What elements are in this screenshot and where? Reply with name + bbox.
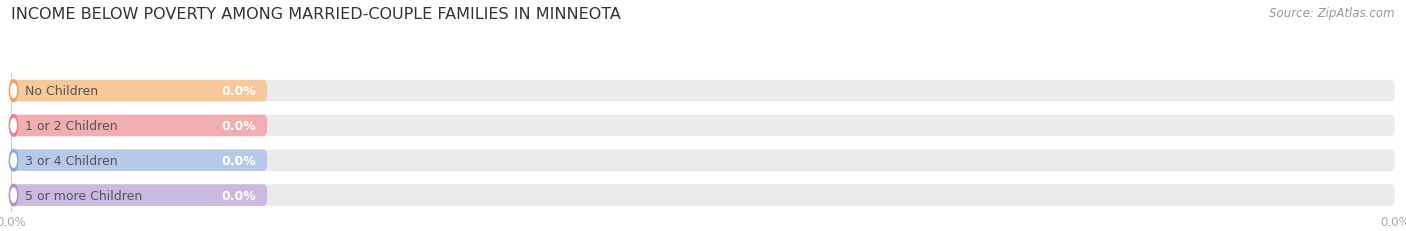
Text: 0.0%: 0.0%	[221, 85, 256, 98]
FancyBboxPatch shape	[11, 115, 267, 137]
FancyBboxPatch shape	[11, 81, 267, 102]
Text: 3 or 4 Children: 3 or 4 Children	[25, 154, 118, 167]
FancyBboxPatch shape	[11, 115, 1395, 137]
Circle shape	[11, 154, 17, 167]
Text: Source: ZipAtlas.com: Source: ZipAtlas.com	[1270, 7, 1395, 20]
Text: 5 or more Children: 5 or more Children	[25, 189, 142, 202]
Circle shape	[11, 84, 17, 98]
Circle shape	[11, 119, 17, 133]
Text: 0.0%: 0.0%	[221, 189, 256, 202]
FancyBboxPatch shape	[11, 184, 267, 206]
Text: No Children: No Children	[25, 85, 98, 98]
Circle shape	[10, 184, 18, 206]
Text: 0.0%: 0.0%	[221, 154, 256, 167]
FancyBboxPatch shape	[11, 150, 1395, 171]
Circle shape	[10, 150, 18, 171]
Text: INCOME BELOW POVERTY AMONG MARRIED-COUPLE FAMILIES IN MINNEOTA: INCOME BELOW POVERTY AMONG MARRIED-COUPL…	[11, 7, 621, 22]
FancyBboxPatch shape	[11, 184, 1395, 206]
Text: 0.0%: 0.0%	[221, 119, 256, 132]
Circle shape	[10, 81, 18, 102]
Text: 1 or 2 Children: 1 or 2 Children	[25, 119, 118, 132]
FancyBboxPatch shape	[11, 81, 1395, 102]
Circle shape	[10, 115, 18, 137]
Circle shape	[11, 188, 17, 202]
FancyBboxPatch shape	[11, 150, 267, 171]
